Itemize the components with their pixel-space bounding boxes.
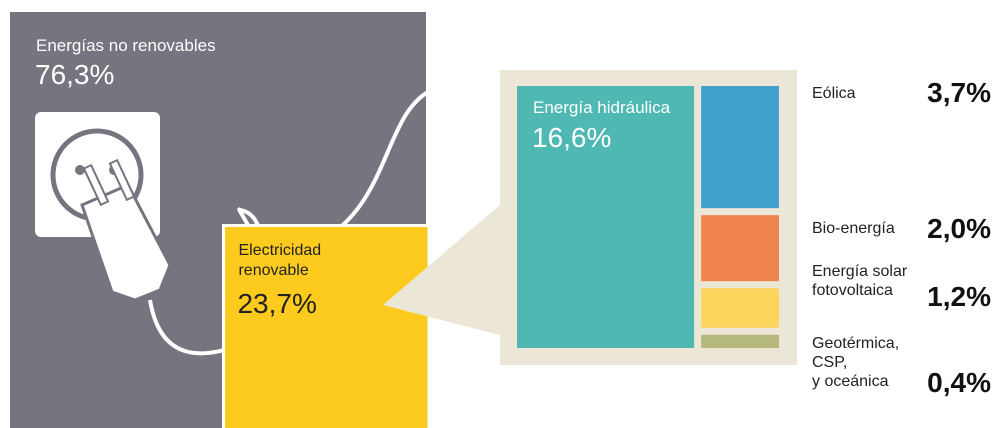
- breakdown-block: [701, 215, 779, 282]
- value-label: 2,0%: [927, 213, 991, 244]
- value-label: 1,2%: [927, 281, 991, 312]
- cable: [148, 90, 430, 356]
- callout: [383, 205, 500, 335]
- socket-hole: [75, 165, 85, 175]
- category-label: Energías no renovables: [36, 36, 216, 55]
- plug-pin: [82, 163, 110, 207]
- category-label: Electricidad renovable: [238, 242, 322, 279]
- category-label: Energía solar fotovoltaica: [812, 263, 908, 300]
- category-label: Geotérmica, CSP, y oceánica: [812, 335, 900, 391]
- category-label: Energía hidráulica: [533, 98, 671, 117]
- breakdown-block: [701, 288, 779, 328]
- value-label: 0,4%: [927, 367, 991, 398]
- value-label: 23,7%: [237, 288, 317, 320]
- category-label: Bio-energía: [812, 220, 895, 237]
- hydro-block: [517, 86, 695, 348]
- plug-pin: [108, 158, 136, 202]
- value-label: 16,6%: [532, 122, 612, 153]
- renewable-area: [221, 223, 431, 428]
- breakdown-block: [701, 334, 779, 348]
- category-label: Eólica: [812, 85, 856, 102]
- breakdown-block: [701, 86, 779, 209]
- value-label: 3,7%: [927, 77, 991, 108]
- value-label: 76,3%: [35, 59, 115, 90]
